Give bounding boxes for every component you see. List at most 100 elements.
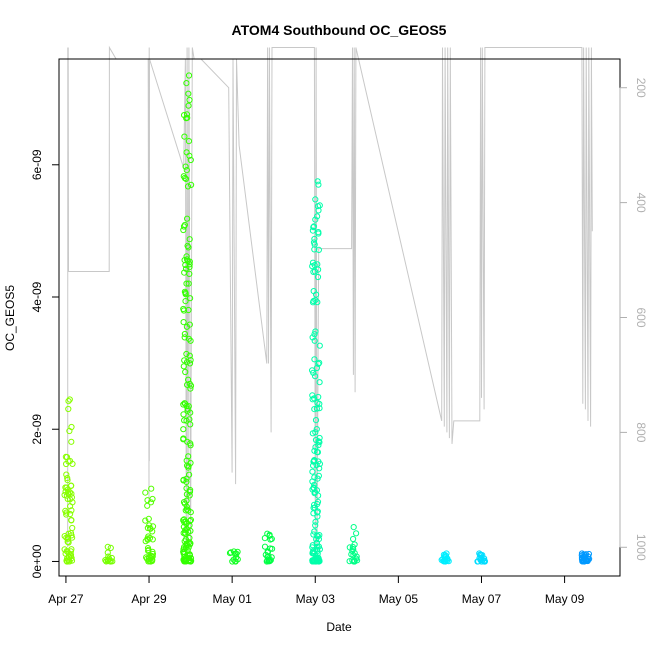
- data-point: [264, 549, 271, 556]
- data-point: [67, 503, 74, 510]
- data-point: [180, 499, 188, 506]
- data-point: [184, 381, 191, 388]
- data-point: [314, 261, 321, 268]
- data-point: [232, 550, 239, 558]
- data-point: [316, 546, 323, 553]
- x-tick-label: May 09: [545, 592, 585, 606]
- data-point: [184, 358, 191, 365]
- data-point: [314, 513, 321, 520]
- data-point: [68, 438, 75, 445]
- data-point: [65, 550, 72, 557]
- data-point: [309, 334, 316, 341]
- data-point: [64, 477, 71, 484]
- data-point: [145, 547, 152, 555]
- data-point: [585, 550, 593, 558]
- chart-title: ATOM4 Southbound OC_GEOS5: [232, 22, 447, 38]
- data-point: [64, 535, 72, 542]
- data-point: [314, 273, 322, 281]
- data-point: [146, 534, 154, 542]
- data-point: [314, 509, 321, 516]
- data-point: [314, 449, 321, 456]
- data-point: [311, 356, 318, 363]
- data-point: [181, 330, 188, 338]
- data-point: [64, 538, 71, 546]
- data-point: [316, 405, 323, 412]
- data-point: [108, 554, 115, 562]
- data-point: [185, 280, 192, 287]
- data-point: [187, 357, 194, 364]
- data-point: [142, 538, 149, 545]
- data-point: [186, 541, 194, 548]
- data-point: [102, 557, 109, 564]
- data-point: [310, 462, 317, 469]
- data-point: [349, 545, 356, 553]
- data-point: [309, 227, 316, 234]
- data-point: [310, 224, 317, 231]
- y2-tick-label: 400: [634, 193, 648, 213]
- data-point: [182, 368, 189, 376]
- data-point: [187, 442, 194, 449]
- data-point: [68, 494, 76, 501]
- data-point: [66, 496, 74, 503]
- data-point: [182, 544, 189, 552]
- y2-tick-label: 200: [634, 78, 648, 98]
- data-point: [63, 511, 70, 518]
- data-point: [63, 454, 71, 461]
- data-point: [314, 299, 321, 306]
- data-point: [68, 507, 75, 514]
- data-point: [350, 524, 357, 531]
- y-axis-label: OC_GEOS5: [3, 285, 17, 351]
- data-point: [186, 380, 193, 387]
- data-point: [104, 549, 111, 556]
- point-group-2018-04-27: [61, 396, 76, 565]
- y-tick-label: 0e+00: [30, 544, 44, 578]
- data-point: [65, 398, 72, 405]
- data-point: [182, 265, 190, 272]
- data-point: [309, 392, 316, 399]
- data-point: [63, 557, 70, 564]
- data-point: [315, 557, 322, 564]
- data-point: [227, 549, 234, 556]
- data-point: [187, 295, 194, 302]
- data-point: [269, 545, 276, 552]
- data-point: [309, 367, 316, 374]
- data-point: [348, 551, 355, 558]
- data-point: [185, 90, 192, 97]
- data-point: [312, 216, 319, 223]
- data-point: [315, 543, 322, 550]
- data-point: [182, 175, 190, 182]
- point-group-2018-05-01: [226, 548, 241, 565]
- point-group-2018-04-29: [142, 485, 157, 565]
- x-tick-label: May 05: [379, 592, 419, 606]
- data-point: [186, 360, 194, 367]
- data-point: [309, 430, 316, 437]
- data-point: [481, 558, 488, 565]
- point-group-2018-04-29: [180, 72, 195, 565]
- data-point: [185, 102, 192, 109]
- data-point: [66, 396, 73, 403]
- y2-tick-label: 600: [634, 307, 648, 327]
- data-point: [186, 416, 193, 423]
- data-point: [109, 558, 116, 565]
- data-point: [180, 477, 187, 484]
- data-point: [182, 298, 189, 305]
- data-point: [312, 328, 319, 335]
- data-points: [61, 72, 593, 565]
- y-tick-label: 6e-09: [30, 149, 44, 180]
- data-point: [61, 546, 68, 553]
- data-point: [316, 400, 323, 407]
- data-point: [315, 246, 322, 253]
- data-point: [261, 535, 268, 542]
- data-point: [186, 352, 193, 359]
- data-point: [185, 464, 192, 471]
- data-point: [442, 552, 449, 559]
- data-point: [186, 551, 193, 558]
- data-point: [144, 502, 151, 509]
- data-point: [316, 460, 323, 467]
- data-point: [311, 457, 318, 464]
- data-point: [183, 540, 190, 547]
- data-point: [315, 438, 322, 445]
- data-point: [312, 196, 319, 203]
- data-point: [186, 96, 193, 104]
- data-point: [183, 167, 190, 174]
